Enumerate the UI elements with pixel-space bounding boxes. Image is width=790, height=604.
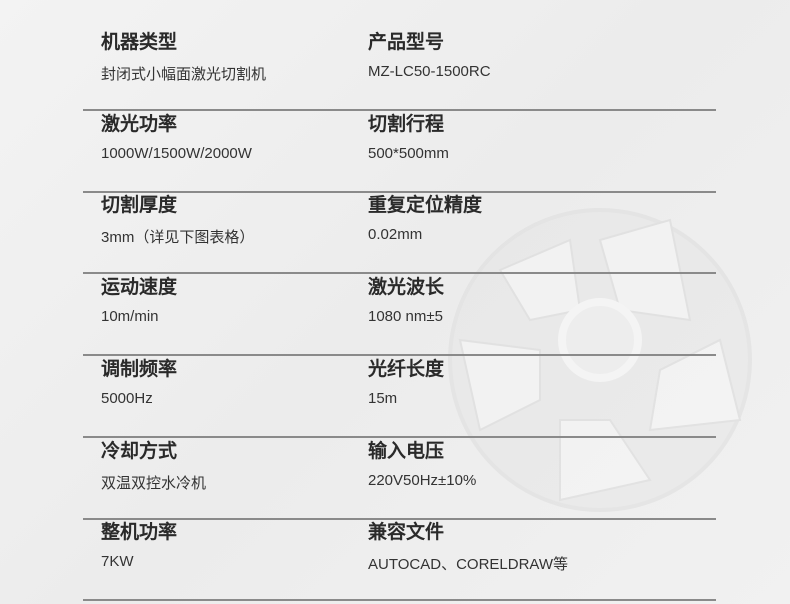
spec-value: 1080 nm±5 (368, 308, 443, 326)
spec-label: 重复定位精度 (368, 195, 483, 217)
spec-value: 10m/min (101, 308, 159, 326)
spec-label: 切割行程 (368, 113, 445, 135)
spec-value: 7KW (101, 553, 134, 571)
spec-label: 冷却方式 (101, 440, 178, 462)
spec-value: 5000Hz (101, 389, 153, 407)
impeller-watermark-image (448, 208, 752, 512)
spec-value: 0.02mm (368, 226, 423, 244)
spec-value: 220V50Hz±10% (368, 471, 477, 489)
spec-value: 1000W/1500W/2000W (101, 144, 252, 162)
spec-label: 切割厚度 (101, 195, 178, 217)
spec-label: 激光功率 (101, 113, 178, 135)
spec-label: 产品型号 (368, 32, 445, 53)
spec-value: 500*500mm (368, 144, 449, 162)
spec-row: 冷却方式双温双控水冷机 输入电压 220V50Hz±10% (83, 436, 716, 520)
spec-row: 调制频率 5000Hz 光纤长度 15m (83, 354, 716, 438)
spec-row: 激光功率 1000W/1500W/2000W 切割行程 500*500mm (83, 109, 716, 193)
spec-row: 运动速度 10m/min 激光波长 1080 nm±5 (83, 272, 716, 357)
spec-label: 运动速度 (101, 277, 178, 299)
spec-value: 15m (368, 389, 398, 407)
spec-label: 调制频率 (101, 358, 178, 380)
spec-row: 切割厚度 3mm（详见下图表格） 重复定位精度 0.02mm (83, 190, 716, 275)
spec-label: 输入电压 (368, 440, 445, 462)
spec-value: 封闭式小幅面激光切割机 (101, 66, 267, 83)
spec-label: 激光波长 (368, 277, 445, 299)
spec-label: 整机功率 (101, 522, 178, 544)
spec-label: 机器类型 (101, 32, 178, 53)
spec-label: 兼容文件 (368, 522, 445, 544)
spec-value: AUTOCAD、CORELDRAW等 (368, 556, 569, 574)
spec-value: 双温双控水冷机 (101, 474, 207, 492)
spec-value: 3mm（详见下图表格） (101, 229, 255, 247)
spec-label: 光纤长度 (368, 358, 445, 380)
spec-value: MZ-LC50-1500RC (368, 63, 491, 80)
spec-row: 整机功率 7KW 兼容文件 AUTOCAD、CORELDRAW等 (83, 517, 716, 602)
spec-row: 机器类型封闭式小幅面激光切割机 产品型号 MZ-LC50-1500RC (83, 27, 716, 111)
